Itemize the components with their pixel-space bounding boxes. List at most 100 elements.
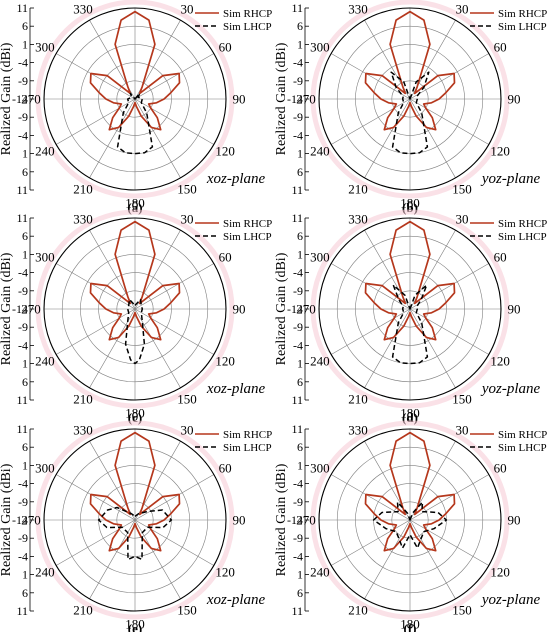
angle-label: 180 [125,617,145,632]
polar-panel-4: 03060901201501802102402703003301161-4-9-… [274,198,547,426]
angle-label: 300 [35,461,55,476]
y-axis-title: Realized Gain (dBi) [0,252,14,365]
angle-label: 300 [310,250,330,265]
angle-label: 330 [348,211,368,226]
plot-halo [35,420,235,620]
grid-spoke [409,519,489,566]
grid-spoke [409,474,489,521]
grid-spoke [89,519,136,599]
angle-label: 30 [456,211,469,226]
radial-tick-label: 1 [297,147,303,161]
radial-tick-label: 1 [22,357,28,371]
radial-tick-label: 11 [16,604,28,618]
angle-label: 180 [125,406,145,421]
series-rhcp-line [89,220,181,341]
plot-halo [310,420,510,620]
angle-label: 120 [490,144,510,159]
outer-circle [318,217,502,401]
radial-tick-label: -4 [18,266,28,280]
radial-tick-label: -9 [18,531,28,545]
grid-spoke [364,308,411,388]
polar-panel-6: 03060901201501802102402703003301161-4-9-… [274,409,547,632]
series-lhcp-line [116,92,154,155]
grid-spoke [134,263,214,310]
angle-label: 330 [73,422,93,437]
grid-spoke [409,98,456,178]
grid-spoke [409,53,489,100]
radial-tick-label: 11 [291,1,303,15]
angle-label: 0 [407,0,414,3]
radial-tick-label: -9 [293,74,303,88]
angle-label: 210 [73,392,93,407]
outer-circle [43,428,227,612]
series-lhcp-line [124,298,146,365]
series-lhcp-line [391,284,429,365]
angle-label: 210 [73,182,93,197]
grid-spoke [134,308,181,388]
grid-spoke [56,98,136,145]
angle-label: 300 [310,461,330,476]
outer-circle [318,428,502,612]
radial-tick-label: 1 [297,568,303,582]
angle-label: 0 [407,409,414,424]
radial-tick-label: 6 [22,165,28,179]
outer-circle [43,7,227,191]
radial-tick-label: -9 [18,495,28,509]
radial-tick-label: -9 [293,110,303,124]
plane-label: yoz-plane [480,381,541,397]
grid-spoke [134,519,181,599]
angle-label: 0 [132,409,139,424]
legend-label: Sim RHCP [498,218,547,230]
radial-tick-label: 11 [16,1,28,15]
angle-label: 210 [348,182,368,197]
polar-panel-3: 03060901201501802102402703003301161-4-9-… [0,198,272,426]
angle-label: 90 [233,513,246,528]
radial-tick-label: 11 [16,393,28,407]
angle-label: 120 [215,144,235,159]
grid-spoke [134,308,214,355]
angle-label: 60 [494,461,507,476]
legend-label: Sim LHCP [223,442,272,454]
series-rhcp-line [89,431,181,552]
radial-tick-label: -4 [293,128,303,142]
angle-label: 150 [177,182,197,197]
angle-label: 180 [125,196,145,211]
angle-label: 300 [35,250,55,265]
series-rhcp-line [364,431,456,552]
radial-tick-label: 11 [291,604,303,618]
angle-label: 150 [452,182,472,197]
grid-spoke [331,98,411,145]
angle-label: 0 [407,198,414,213]
plot-halo [35,0,235,199]
radial-tick-label: 11 [16,183,28,197]
series-rhcp-line [364,220,456,341]
legend-label: Sim RHCP [498,8,547,20]
grid-spoke [331,308,411,355]
angle-label: 150 [452,603,472,618]
radial-tick-label: 1 [22,37,28,51]
angle-label: 60 [494,40,507,55]
angle-label: 240 [310,354,330,369]
radial-tick-label: -4 [18,56,28,70]
angle-label: 30 [456,1,469,16]
legend-label: Sim RHCP [223,218,272,230]
grid-spoke [409,263,489,310]
radial-tick-label: -4 [293,266,303,280]
angle-label: 210 [348,603,368,618]
angle-label: 330 [73,211,93,226]
grid-spoke [364,519,411,599]
radial-tick-label: 1 [22,458,28,472]
grid-spoke [134,53,214,100]
y-axis-title: Realized Gain (dBi) [274,252,289,365]
angle-label: 240 [310,144,330,159]
angle-label: 150 [177,392,197,407]
plane-label: yoz-plane [480,592,541,608]
y-axis-title: Realized Gain (dBi) [274,463,289,576]
radial-tick-label: -9 [293,531,303,545]
angle-label: 240 [35,354,55,369]
grid-spoke [134,98,181,178]
legend-label: Sim LHCP [223,21,272,33]
radial-tick-label: 11 [16,422,28,436]
radial-tick-label: -14 [12,92,28,106]
